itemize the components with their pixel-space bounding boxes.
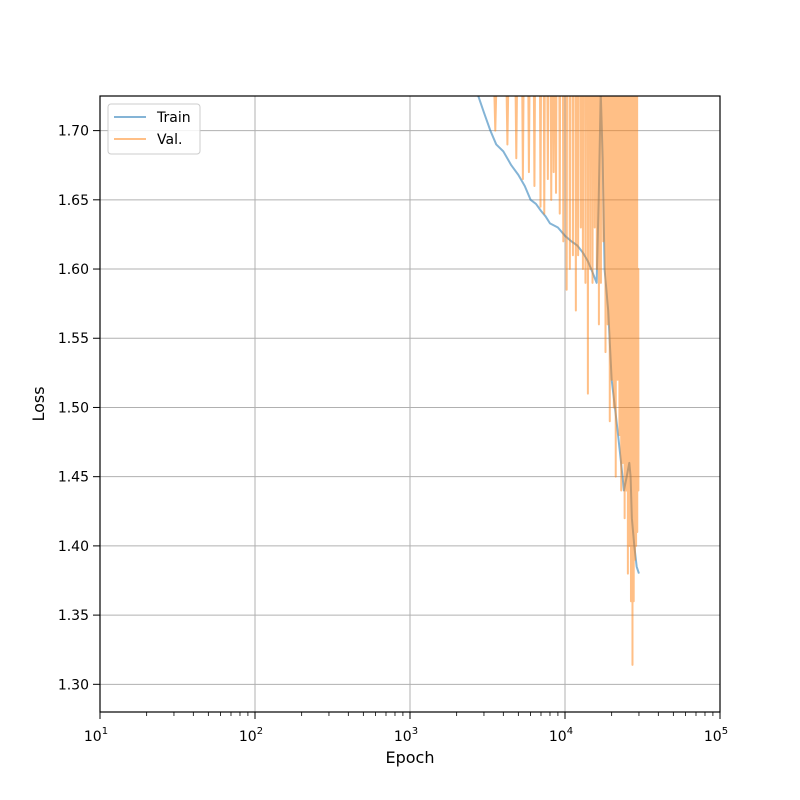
series-area [477,96,640,666]
y-axis-title: Loss [29,386,48,421]
legend: Train Val. [107,103,201,155]
y-tick-label: 1.40 [58,539,89,555]
y-tick-label: 1.55 [58,331,89,347]
y-tick-label: 1.70 [58,124,89,140]
x-tick-label: 102 [239,726,263,745]
x-tick-label: 104 [549,726,573,745]
x-tick-label: 105 [704,726,728,745]
y-axis-ticks: 1.30 1.35 1.40 1.45 1.50 1.55 1.60 1.65 1.70 [58,124,100,693]
x-minor-ticks [146,712,714,716]
y-tick-label: 1.45 [58,470,89,486]
x-tick-label: 103 [394,726,418,745]
legend-label-train: Train [156,110,191,126]
x-tick-label: 101 [84,726,108,745]
y-tick-label: 1.35 [58,608,89,624]
series-line-val [493,96,640,666]
legend-label-val: Val. [157,132,182,148]
y-tick-label: 1.50 [58,400,89,416]
y-tick-label: 1.65 [58,193,89,209]
x-axis-ticks: 101 102 103 104 105 [84,712,728,745]
x-axis-title: Epoch [386,748,435,767]
y-tick-label: 1.30 [58,677,89,693]
y-tick-label: 1.60 [58,262,89,278]
